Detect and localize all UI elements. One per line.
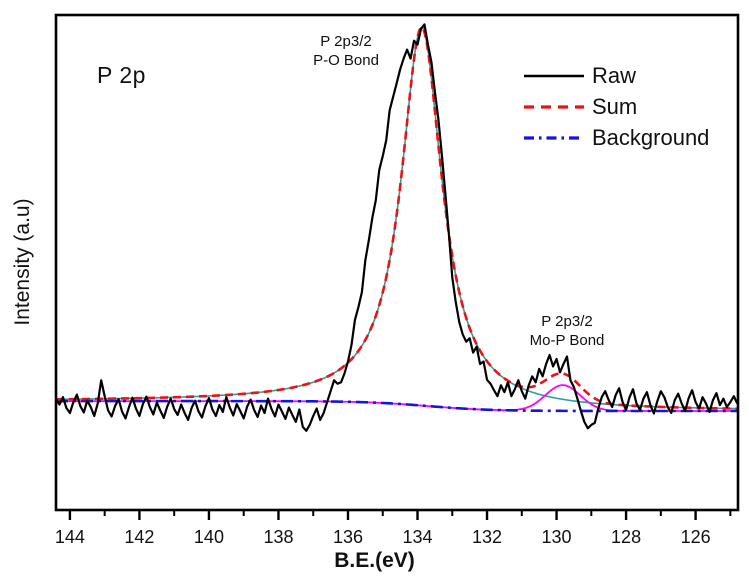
annotation-po-line1: P 2p3/2 [320,33,372,50]
legend-label: Raw [592,62,637,88]
x-tick-label: 128 [611,527,641,547]
legend-line-sample [524,135,584,140]
legend-label: Sum [592,93,638,119]
legend-item-sum: Sum [524,91,709,122]
x-tick-label: 126 [681,527,711,547]
legend: Raw Sum Background [524,60,709,153]
curves-group [56,23,738,432]
raw-curve [56,23,738,432]
x-tick-label: 136 [333,527,363,547]
x-tick-label: 138 [263,527,293,547]
x-tick-label: 130 [542,527,572,547]
annotation-mop-line2: Mo-P Bond [529,332,605,349]
x-tick-label: 142 [124,527,154,547]
x-tick-label: 134 [402,527,432,547]
legend-label: Background [592,124,710,150]
plot-frame [54,13,740,512]
x-tick-label: 140 [194,527,224,547]
annotation-mop-line1: P 2p3/2 [541,313,593,330]
y-axis-label: Intensity (a.u) [11,198,34,326]
annotation-po-bond: P 2p3/2 P-O Bond [313,32,379,70]
x-axis-label: B.E.(eV) [334,549,415,572]
chart-title: P 2p [97,62,146,88]
x-tick-label: 144 [55,527,85,547]
legend-item-background: Background [524,122,709,153]
annotation-po-line2: P-O Bond [313,52,379,69]
annotation-mop-bond: P 2p3/2 Mo-P Bond [530,312,605,350]
legend-line-sample [524,104,584,109]
legend-item-raw: Raw [524,60,709,91]
x-tick-label: 132 [472,527,502,547]
legend-line-sample [524,74,584,77]
background-curve [56,399,738,413]
